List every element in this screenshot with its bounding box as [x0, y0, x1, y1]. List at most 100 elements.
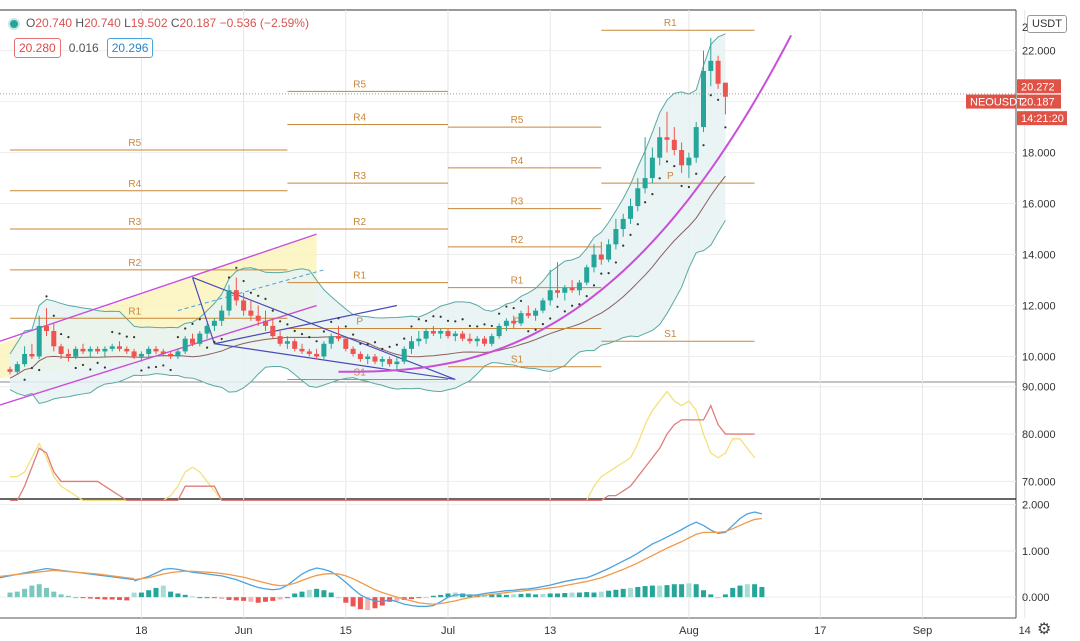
sar-dot [52, 314, 55, 317]
sar-dot [622, 244, 625, 247]
candle-body [321, 343, 327, 357]
candle-body [715, 60, 721, 84]
candle-body [211, 320, 217, 326]
candle-body [401, 348, 407, 362]
macd-histogram-bar [562, 593, 568, 598]
candle-body [452, 333, 458, 337]
candle-body [299, 348, 305, 352]
buy-price-button[interactable]: 20.296 [106, 38, 154, 58]
sar-dot [23, 378, 26, 381]
macd-histogram-bar [606, 590, 612, 598]
moving-average [9, 175, 726, 379]
sar-dot [527, 330, 530, 333]
sar-dot [636, 223, 639, 226]
candle-body [467, 338, 473, 342]
pivot-label: P [667, 171, 674, 182]
candle-body [117, 346, 122, 349]
pivot-label: S1 [354, 367, 367, 378]
sar-dot [498, 312, 501, 315]
sar-dot [81, 363, 85, 367]
candle-body [569, 287, 575, 291]
candle-body [306, 351, 312, 354]
sar-dot [45, 295, 48, 298]
sar-dot [410, 325, 413, 328]
macd-histogram-bar [525, 593, 531, 598]
high-label: H [75, 16, 85, 30]
candle-body [679, 150, 685, 166]
pivot-label: R5 [511, 115, 524, 126]
macd-histogram-bar [299, 591, 305, 598]
sell-price-button[interactable]: 20.280 [14, 38, 61, 58]
sar-dot [133, 336, 136, 339]
candle-body [562, 287, 568, 293]
close-label: C [170, 16, 180, 30]
macd-histogram-bar [708, 594, 714, 598]
macd-histogram-bar [489, 593, 495, 598]
candle-body [540, 300, 546, 311]
macd-histogram-bar [321, 590, 327, 598]
sar-dot [556, 305, 559, 308]
symbol-status-icon [8, 17, 20, 30]
candle-body [146, 348, 152, 354]
pivot-label: R1 [128, 306, 141, 317]
sar-dot [403, 337, 406, 340]
sar-dot [38, 368, 41, 372]
candle-body [708, 60, 714, 71]
macd-histogram-bar [613, 589, 619, 598]
y-tick-label: 2 [1022, 22, 1028, 34]
sar-dot [461, 318, 464, 321]
sar-dot [724, 126, 727, 129]
sar-dot [293, 329, 296, 333]
stochastic-line [10, 390, 756, 502]
candles[interactable] [7, 37, 728, 375]
upper-price-tag: 20.272 [1021, 81, 1055, 93]
gear-icon[interactable]: ⚙ [1037, 621, 1052, 638]
x-tick-label: 15 [340, 625, 352, 637]
sar-dot [330, 320, 333, 323]
x-tick-label: 17 [814, 625, 826, 637]
candle-body [336, 336, 341, 339]
stochastic-line [10, 404, 755, 502]
candle-body [22, 353, 28, 365]
currency-unit-button[interactable]: USDT [1027, 15, 1067, 33]
macd-histogram-bar [233, 597, 239, 601]
sar-dot [125, 335, 128, 338]
sar-dot [717, 98, 720, 101]
macd-histogram-bar [73, 597, 79, 599]
candle-body [292, 341, 298, 349]
sar-dot [257, 294, 260, 297]
y-tick-label: 12.000 [1022, 301, 1056, 313]
sar-dot [454, 320, 457, 323]
macd-histogram-bar [80, 597, 86, 599]
pivot-label: R2 [511, 235, 524, 246]
sar-dot [629, 233, 632, 237]
drawings[interactable] [0, 34, 792, 406]
macd-histogram-bar [679, 584, 685, 598]
sar-dot [563, 310, 566, 313]
dashed-trend-line [177, 269, 325, 312]
macd-histogram-bar [518, 593, 524, 598]
macd-histogram-bar [657, 585, 663, 598]
candle-body [102, 348, 108, 352]
sar-dot [687, 185, 691, 189]
macd-histogram-bar [131, 592, 137, 598]
candle-body [58, 346, 64, 354]
candle-body [613, 229, 619, 245]
sar-dot [198, 318, 201, 321]
macd-histogram-bar [628, 587, 633, 598]
candle-body [649, 157, 655, 179]
sar-dot [395, 343, 398, 346]
macd-histogram-bar [649, 585, 655, 598]
sar-dot [476, 325, 479, 328]
sar-dot [154, 365, 158, 369]
candle-body [80, 348, 86, 352]
macd-histogram-bar [598, 591, 604, 598]
candle-body [314, 353, 320, 357]
candle-body [175, 351, 181, 357]
y-tick-label: 0.000 [1022, 592, 1050, 604]
sar-dot [373, 341, 377, 344]
candle-body [343, 338, 349, 349]
